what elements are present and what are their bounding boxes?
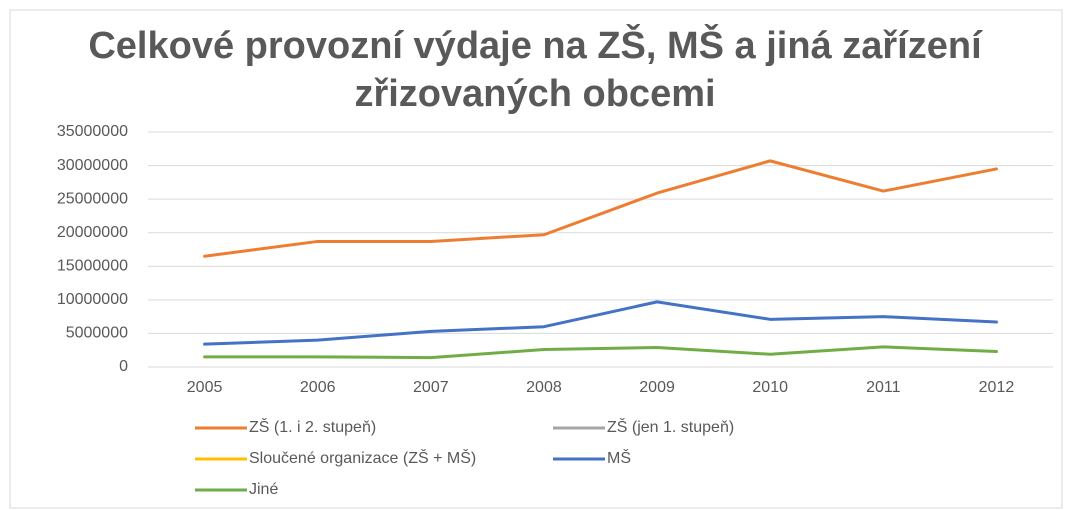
x-tick-label: 2012 xyxy=(979,379,1015,396)
legend-label: ZŠ (jen 1. stupeň) xyxy=(607,417,734,436)
y-tick-label: 15000000 xyxy=(57,258,128,275)
x-tick-label: 2008 xyxy=(526,379,562,396)
y-tick-label: 5000000 xyxy=(66,325,128,342)
chart-frame xyxy=(9,9,1063,509)
y-tick-label: 0 xyxy=(119,358,128,375)
legend-label: Sloučené organizace (ZŠ + MŠ) xyxy=(249,448,476,467)
series-line xyxy=(203,300,998,346)
x-tick-label: 2007 xyxy=(413,379,449,396)
y-tick-label: 10000000 xyxy=(57,291,128,308)
x-tick-label: 2011 xyxy=(866,379,901,396)
x-tick-label: 2010 xyxy=(752,379,788,396)
y-tick-label: 20000000 xyxy=(57,224,128,241)
legend-label: Jiné xyxy=(249,481,278,498)
legend-label: ZŠ (1. i 2. stupeň) xyxy=(249,417,376,436)
legend-label: MŠ xyxy=(607,448,631,467)
x-tick-label: 2009 xyxy=(639,379,675,396)
series-line xyxy=(203,345,998,360)
y-tick-label: 30000000 xyxy=(57,157,128,174)
x-tick-label: 2006 xyxy=(300,379,336,396)
y-tick-label: 25000000 xyxy=(57,190,128,207)
y-tick-label: 35000000 xyxy=(57,123,128,140)
x-tick-label: 2005 xyxy=(187,379,223,396)
series-line xyxy=(203,159,998,258)
chart-title: Celkové provozní výdaje na ZŠ, MŠ a jiná… xyxy=(88,25,982,115)
